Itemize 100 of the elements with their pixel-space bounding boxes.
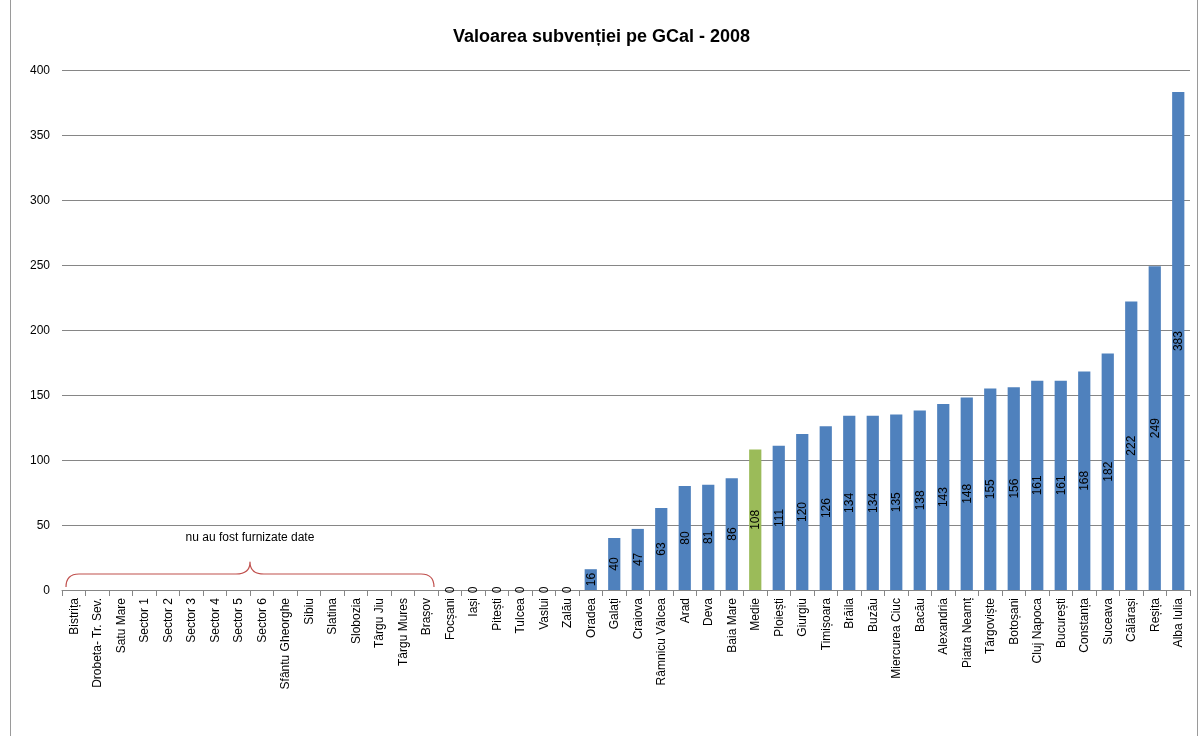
- data-label: 161: [1053, 475, 1068, 496]
- data-label: 80: [677, 531, 692, 545]
- bar: [772, 445, 785, 590]
- x-tick-label: Botoșani: [1006, 598, 1021, 645]
- bar: [913, 410, 926, 590]
- x-tick-label: Reșița: [1147, 597, 1162, 633]
- y-tick-label: 0: [43, 583, 51, 597]
- x-tick-label: Târgu Jiu: [372, 598, 387, 649]
- chart-title: Valoarea subvenției pe GCal - 2008: [452, 26, 751, 46]
- bar: [890, 414, 903, 590]
- data-label: 16: [583, 572, 598, 587]
- bar: [960, 397, 973, 590]
- x-tick-label: București: [1053, 598, 1068, 649]
- x-tick-label: Sfântu Gheorghe: [278, 597, 293, 690]
- x-tick-label: Slatina: [325, 597, 340, 635]
- x-tick-label: Bacău: [912, 598, 927, 633]
- data-label: 249: [1147, 417, 1162, 439]
- x-tick-label: Slobozia: [348, 597, 363, 645]
- bar: [631, 528, 644, 590]
- data-label: 155: [983, 478, 998, 500]
- bar: [749, 449, 762, 590]
- data-label: 0: [513, 586, 528, 594]
- data-label: 182: [1100, 461, 1115, 482]
- x-tick-label: Focșani: [442, 598, 457, 641]
- x-tick-label: Brăila: [842, 597, 857, 629]
- x-tick-label: Buzău: [865, 598, 880, 633]
- x-tick-label: Sector 6: [254, 597, 269, 643]
- x-tick-label: Sector 3: [184, 597, 199, 643]
- data-label: 134: [842, 492, 857, 513]
- x-tick-label: Timișoara: [818, 597, 833, 651]
- x-tick-label: Suceava: [1100, 597, 1115, 645]
- x-tick-label: Tulcea: [513, 597, 528, 634]
- x-tick-label: Sector 5: [231, 597, 246, 643]
- y-tick-label: 200: [29, 323, 51, 337]
- x-tick-label: Galați: [607, 598, 622, 630]
- x-tick-label: Craiova: [630, 597, 645, 640]
- data-label: 0: [466, 586, 481, 594]
- data-label: 86: [724, 527, 739, 541]
- y-tick-label: 400: [29, 63, 51, 77]
- data-label: 111: [771, 508, 786, 527]
- x-tick-label: Oradea: [583, 597, 598, 639]
- data-label: 148: [959, 483, 974, 504]
- x-tick-label: Constanța: [1077, 597, 1092, 653]
- x-tick-label: Piatra Neamț: [959, 597, 974, 669]
- x-tick-label: Iași: [466, 598, 481, 617]
- x-tick-label: Sector 2: [160, 597, 175, 643]
- data-label: 126: [818, 497, 833, 519]
- data-label: 47: [630, 552, 645, 567]
- bar: [1078, 371, 1091, 590]
- data-label: 168: [1077, 470, 1092, 491]
- bar: [725, 478, 738, 590]
- data-label: 156: [1006, 478, 1021, 499]
- x-tick-label: Brașov: [419, 598, 434, 636]
- x-tick-label: Bistrița: [66, 597, 81, 635]
- x-tick-label: Târgu Mures: [395, 598, 410, 667]
- bar: [1101, 353, 1114, 590]
- data-label: 0: [536, 586, 551, 594]
- x-tick-label: Alba Iulia: [1171, 597, 1186, 648]
- x-tick-label: Deva: [701, 597, 716, 627]
- data-label: 138: [912, 489, 927, 511]
- data-label: 161: [1030, 475, 1045, 496]
- bar: [819, 426, 832, 590]
- bar: [1148, 266, 1161, 590]
- bar: [1031, 380, 1044, 590]
- data-label: 0: [442, 586, 457, 594]
- bar: [1054, 380, 1067, 590]
- y-tick-label: 350: [29, 128, 51, 142]
- x-tick-label: Ploiești: [771, 598, 786, 637]
- x-tick-label: Sector 1: [137, 597, 152, 643]
- x-tick-label: Alexandria: [936, 597, 951, 655]
- data-label: 63: [654, 542, 669, 556]
- data-label: 120: [795, 501, 810, 523]
- bar: [1172, 92, 1185, 590]
- data-label: 0: [560, 586, 575, 594]
- x-tick-label: Sector 4: [207, 597, 222, 643]
- data-label: 222: [1124, 435, 1139, 456]
- x-tick-label: Drobeta- Tr. Sev.: [90, 598, 105, 688]
- x-tick-label: Baia Mare: [724, 597, 739, 653]
- y-tick-label: 250: [29, 258, 51, 272]
- data-label: 0: [489, 586, 504, 594]
- bar: [678, 486, 691, 590]
- y-tick-label: 50: [36, 518, 51, 532]
- x-tick-label: Cluj Napoca: [1030, 597, 1045, 664]
- bar: [1125, 301, 1138, 590]
- x-tick-label: Târgoviște: [983, 597, 998, 655]
- x-tick-label: Satu Mare: [113, 597, 128, 654]
- x-tick-label: Râmnicu Vâlcea: [654, 597, 669, 686]
- x-tick-label: Medie: [748, 597, 763, 631]
- data-label: 134: [865, 492, 880, 513]
- data-label: 81: [701, 530, 716, 545]
- x-tick-label: Giurgiu: [795, 598, 810, 637]
- x-tick-label: Arad: [677, 598, 692, 624]
- data-label: 383: [1171, 330, 1186, 352]
- bar: [984, 388, 997, 590]
- bar: [843, 415, 856, 590]
- bar: [796, 434, 809, 590]
- data-label: 40: [607, 557, 622, 571]
- x-tick-label: Călărași: [1124, 598, 1139, 643]
- x-tick-label: Pitești: [489, 598, 504, 631]
- data-label: 143: [936, 486, 951, 508]
